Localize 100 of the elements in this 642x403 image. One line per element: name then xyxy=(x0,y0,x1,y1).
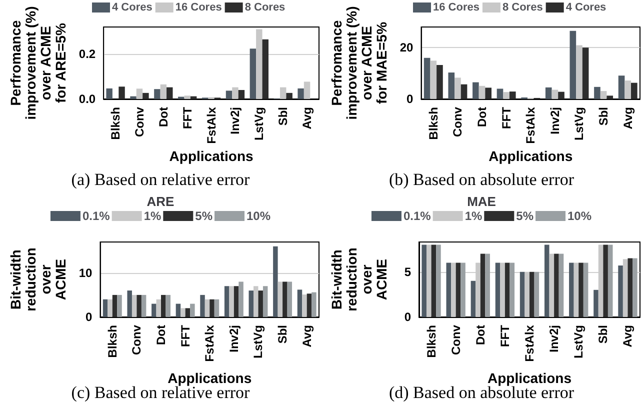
bar xyxy=(460,262,466,317)
x-tick-label: Blksh xyxy=(424,325,438,358)
bar xyxy=(142,92,149,99)
chart-title: ARE xyxy=(146,194,175,209)
bar xyxy=(152,304,156,317)
bar xyxy=(130,96,136,99)
x-tick-label: LstVg xyxy=(572,107,586,140)
bar xyxy=(132,294,137,317)
x-axis-title: Applications xyxy=(487,370,572,386)
bar xyxy=(180,308,186,317)
bar xyxy=(456,262,461,317)
bar xyxy=(509,92,516,99)
bar xyxy=(430,60,437,99)
bar xyxy=(624,80,632,99)
bar xyxy=(160,84,167,99)
x-tick-label: Dot xyxy=(156,107,170,127)
x-tick-label: Inv2j xyxy=(547,325,562,352)
bar xyxy=(552,90,558,99)
x-tick-label: Sbl xyxy=(276,325,290,344)
bar xyxy=(549,254,554,317)
bar xyxy=(234,286,239,317)
x-tick-label: FFT xyxy=(178,324,192,347)
bar xyxy=(600,91,607,99)
y-axis-title: Perfromance improvement (%) over ACME for MAE=5% xyxy=(328,6,390,120)
bar xyxy=(495,262,500,317)
bar xyxy=(117,294,122,317)
legend-label: 5% xyxy=(516,209,534,223)
bar xyxy=(226,90,232,99)
text: (a) Based on relative error xyxy=(71,170,250,189)
bar xyxy=(631,82,638,99)
bar xyxy=(108,299,112,317)
bar xyxy=(166,294,170,317)
bar xyxy=(480,254,486,317)
x-tick-label: Conv xyxy=(450,106,465,137)
bar xyxy=(282,282,288,317)
legend-label: 16 Cores xyxy=(175,2,222,14)
bar xyxy=(297,290,302,317)
legend-label: 4 Cores xyxy=(112,2,152,14)
bar xyxy=(618,76,625,99)
bar xyxy=(286,92,292,99)
bar xyxy=(232,87,238,99)
bar xyxy=(436,244,441,317)
x-tick-label: Conv xyxy=(130,324,144,355)
y-tick-label: 20 xyxy=(400,40,414,55)
y-tick-label: 0.0 xyxy=(78,92,96,106)
x-tick-label: FFT xyxy=(180,106,194,129)
bar xyxy=(460,84,468,99)
bar xyxy=(106,88,112,99)
bar xyxy=(424,58,430,99)
bar xyxy=(448,72,455,99)
bar xyxy=(262,286,268,317)
bar xyxy=(606,96,614,99)
bar xyxy=(176,304,181,317)
bar xyxy=(238,282,244,317)
x-tick-label: LstVg xyxy=(251,325,266,358)
x-tick-label: Avg xyxy=(620,107,635,130)
bar xyxy=(141,294,146,317)
bar xyxy=(503,92,510,99)
x-tick-label: Sbl xyxy=(596,325,610,344)
bar xyxy=(112,294,118,317)
bar xyxy=(451,262,456,317)
bar xyxy=(520,272,525,317)
bar xyxy=(454,78,461,99)
bar xyxy=(574,262,579,317)
chart-title: MAE xyxy=(467,194,496,209)
bar xyxy=(298,88,304,99)
x-tick-label: FstAlx xyxy=(202,324,217,362)
bar xyxy=(248,290,254,317)
bar xyxy=(558,92,564,99)
legend-label: 1% xyxy=(144,209,162,223)
x-tick-label: Blksh xyxy=(426,107,440,140)
bar xyxy=(136,88,143,99)
bar xyxy=(102,299,108,317)
bar xyxy=(166,87,173,99)
x-tick-label: FFT xyxy=(499,106,514,129)
x-tick-label: Sbl xyxy=(596,107,611,126)
bar xyxy=(185,308,190,317)
bar xyxy=(569,262,574,317)
bar xyxy=(214,299,220,317)
y-axis-title: Bit-width reduction over ACME xyxy=(328,248,390,312)
bar xyxy=(184,96,190,99)
bar xyxy=(154,89,160,99)
x-tick-label: LstVg xyxy=(572,325,586,358)
x-tick-label: Conv xyxy=(132,106,146,137)
bar xyxy=(156,299,162,317)
bar xyxy=(544,244,550,317)
bar xyxy=(304,82,310,99)
bar xyxy=(603,244,608,317)
bar xyxy=(622,259,628,317)
bar xyxy=(594,86,600,99)
bar xyxy=(618,265,623,317)
bar xyxy=(446,262,452,317)
x-tick-label: Sbl xyxy=(276,107,290,126)
y-tick-label: 0 xyxy=(406,92,414,106)
bar xyxy=(530,272,534,317)
bar xyxy=(426,244,432,317)
bar xyxy=(582,48,589,99)
bar xyxy=(204,299,210,317)
bar xyxy=(278,282,283,317)
bar xyxy=(436,65,443,99)
